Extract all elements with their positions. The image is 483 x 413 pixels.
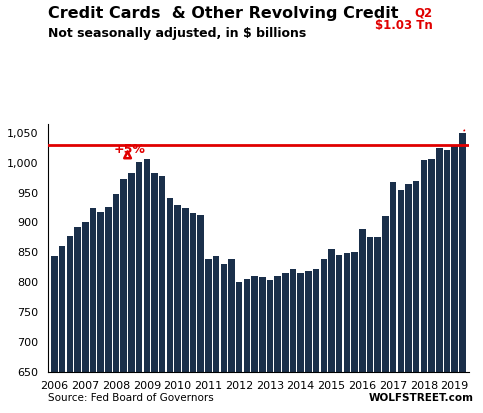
Bar bbox=[90, 208, 96, 413]
Bar bbox=[174, 204, 181, 413]
Text: Q2: Q2 bbox=[414, 6, 432, 19]
Text: Source: Fed Board of Governors: Source: Fed Board of Governors bbox=[48, 393, 214, 403]
Bar bbox=[213, 256, 219, 413]
Bar bbox=[51, 256, 58, 413]
Bar bbox=[282, 273, 289, 413]
Bar bbox=[452, 145, 458, 413]
Bar bbox=[243, 278, 250, 413]
Bar bbox=[313, 269, 319, 413]
Bar bbox=[444, 150, 450, 413]
Bar bbox=[221, 263, 227, 413]
Bar bbox=[351, 252, 358, 413]
Bar bbox=[374, 237, 381, 413]
Bar bbox=[236, 282, 242, 413]
Bar bbox=[159, 176, 166, 413]
Bar bbox=[413, 180, 419, 413]
Bar bbox=[459, 133, 466, 413]
Bar bbox=[382, 216, 389, 413]
Bar bbox=[336, 255, 342, 413]
Bar bbox=[298, 273, 304, 413]
Bar bbox=[74, 227, 81, 413]
Bar bbox=[128, 173, 135, 413]
Bar bbox=[167, 198, 173, 413]
Text: Not seasonally adjusted, in $ billions: Not seasonally adjusted, in $ billions bbox=[48, 27, 307, 40]
Bar bbox=[198, 215, 204, 413]
Bar bbox=[151, 173, 158, 413]
Bar bbox=[67, 235, 73, 413]
Bar bbox=[136, 162, 142, 413]
Text: Credit Cards  & Other Revolving Credit: Credit Cards & Other Revolving Credit bbox=[48, 6, 399, 21]
Bar bbox=[228, 259, 235, 413]
Bar bbox=[321, 259, 327, 413]
Bar bbox=[113, 195, 119, 413]
Bar bbox=[143, 159, 150, 413]
Bar bbox=[305, 271, 312, 413]
Bar bbox=[190, 214, 196, 413]
Bar bbox=[421, 160, 427, 413]
Bar bbox=[59, 246, 65, 413]
Bar bbox=[120, 179, 127, 413]
Bar bbox=[398, 190, 404, 413]
Bar bbox=[328, 249, 335, 413]
Text: $1.03 Tn: $1.03 Tn bbox=[374, 19, 432, 31]
Bar bbox=[82, 223, 88, 413]
Bar bbox=[405, 184, 412, 413]
Bar bbox=[290, 269, 296, 413]
Bar bbox=[390, 183, 397, 413]
Bar bbox=[267, 280, 273, 413]
Bar bbox=[428, 159, 435, 413]
Bar bbox=[259, 278, 266, 413]
Bar bbox=[98, 212, 104, 413]
Bar bbox=[182, 208, 188, 413]
Bar bbox=[251, 275, 258, 413]
Bar bbox=[367, 237, 373, 413]
Text: +5%: +5% bbox=[114, 143, 145, 156]
Bar bbox=[343, 253, 350, 413]
Bar bbox=[359, 229, 366, 413]
Bar bbox=[436, 148, 442, 413]
Bar bbox=[205, 259, 212, 413]
Bar bbox=[105, 207, 112, 413]
Text: WOLFSTREET.com: WOLFSTREET.com bbox=[369, 393, 473, 403]
Bar bbox=[274, 276, 281, 413]
